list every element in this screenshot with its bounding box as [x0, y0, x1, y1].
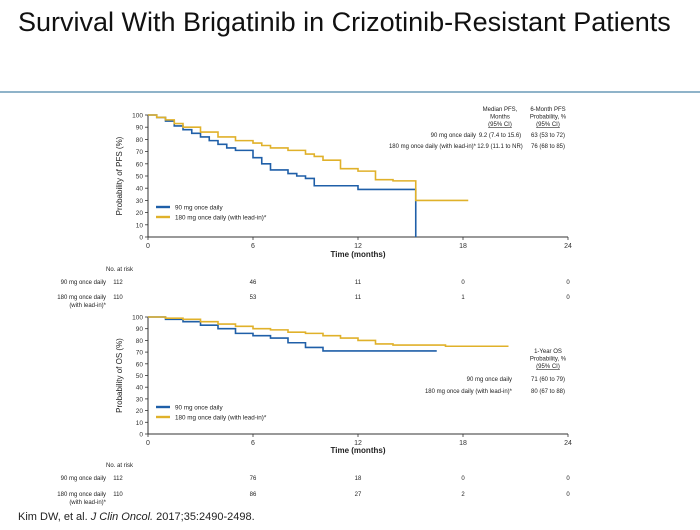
os-risk-value: 18	[355, 476, 362, 482]
pfs-risk-row-label: 180 mg once daily	[57, 295, 106, 301]
os-stats-row-label: 180 mg once daily (with lead-in)*	[425, 389, 513, 395]
pfs-stats-prob: 63 (53 to 72)	[531, 133, 565, 139]
pfs-stats-header: Probability, %	[530, 115, 567, 121]
pfs-risk-value: 1	[461, 295, 465, 301]
pfs-risk-value: 110	[113, 295, 123, 301]
pfs-y-tick-label: 50	[136, 174, 144, 181]
pfs-stats-row-label: 180 mg once daily (with lead-in)*	[389, 144, 477, 150]
pfs-stats-header: 6-Month PFS	[530, 107, 565, 113]
pfs-risk-value: 46	[250, 280, 257, 286]
os-risk-value: 2	[461, 492, 465, 498]
os-series-180mg-line	[148, 316, 509, 348]
pfs-y-tick-label: 100	[132, 113, 143, 120]
os-y-tick-label: 70	[136, 350, 144, 357]
os-risk-row-label: (with lead-in)*	[69, 500, 106, 506]
pfs-risk-value: 53	[250, 295, 257, 301]
os-risk-row-label: 180 mg once daily	[57, 492, 106, 498]
os-y-tick-label: 90	[136, 326, 144, 333]
pfs-x-tick-label: 0	[146, 243, 150, 250]
pfs-risk-title: No. at risk	[106, 267, 134, 273]
os-stats-row-label: 90 mg once daily	[467, 377, 512, 383]
os-stats-header: (95% CI)	[536, 364, 560, 370]
os-y-tick-label: 50	[136, 373, 144, 380]
os-y-axis-label: Probability of OS (%)	[115, 338, 124, 413]
pfs-stats-median: 12.9 (11.1 to NR)	[477, 144, 523, 150]
os-x-tick-label: 0	[146, 440, 150, 447]
pfs-x-axis-label: Time (months)	[331, 250, 386, 259]
slide-title: Survival With Brigatinib in Crizotinib-R…	[18, 7, 671, 37]
pfs-risk-value: 0	[566, 280, 570, 286]
pfs-x-tick-label: 18	[459, 243, 467, 250]
pfs-risk-row-label: (with lead-in)*	[69, 303, 106, 309]
os-y-tick-label: 10	[136, 420, 144, 427]
pfs-x-tick-label: 6	[251, 243, 255, 250]
pfs-risk-row-label: 90 mg once daily	[61, 280, 106, 286]
pfs-y-tick-label: 90	[136, 125, 144, 132]
os-risk-value: 0	[566, 492, 570, 498]
pfs-stats-median: 9.2 (7.4 to 15.6)	[479, 133, 521, 139]
os-x-tick-label: 24	[564, 440, 572, 447]
os-x-tick-label: 18	[459, 440, 467, 447]
pfs-y-tick-label: 10	[136, 222, 144, 229]
pfs-y-tick-label: 40	[136, 186, 144, 193]
pfs-y-tick-label: 60	[136, 161, 144, 168]
pfs-y-tick-label: 70	[136, 149, 144, 156]
os-risk-value: 110	[113, 492, 123, 498]
os-risk-value: 112	[113, 476, 123, 482]
os-legend-label-180mg: 180 mg once daily (with lead-in)*	[175, 414, 267, 421]
citation: Kim DW, et al. J Clin Oncol. 2017;35:249…	[18, 511, 255, 523]
pfs-stats-header: Months	[490, 115, 510, 121]
pfs-stats-header: Median PFS,	[483, 107, 518, 113]
citation-journal: J Clin Oncol.	[90, 511, 154, 523]
pfs-y-tick-label: 80	[136, 137, 144, 144]
os-risk-value: 76	[250, 476, 257, 482]
pfs-legend-label-180mg: 180 mg once daily (with lead-in)*	[175, 214, 267, 221]
os-y-tick-label: 0	[139, 432, 143, 439]
pfs-stats-header: (95% CI)	[536, 122, 560, 128]
citation-ref: 2017;35:2490-2498.	[156, 511, 255, 523]
os-stats-header: 1-Year OS	[534, 349, 562, 355]
pfs-y-tick-label: 20	[136, 210, 144, 217]
os-series-90mg-line	[148, 316, 437, 352]
os-y-tick-label: 80	[136, 338, 144, 345]
pfs-risk-value: 11	[355, 280, 362, 286]
pfs-series-180mg-line	[148, 114, 469, 202]
pfs-x-tick-label: 12	[354, 243, 362, 250]
pfs-risk-value: 112	[113, 280, 123, 286]
os-stats-header: Probability, %	[530, 357, 567, 363]
pfs-risk-value: 0	[461, 280, 465, 286]
os-x-tick-label: 6	[251, 440, 255, 447]
os-risk-value: 86	[250, 492, 257, 498]
os-stats-prob: 80 (67 to 88)	[531, 389, 565, 395]
pfs-x-tick-label: 24	[564, 243, 572, 250]
pfs-stats-prob: 76 (68 to 85)	[531, 144, 565, 150]
pfs-y-tick-label: 0	[139, 235, 143, 242]
os-y-tick-label: 30	[136, 396, 144, 403]
os-y-tick-label: 60	[136, 361, 144, 368]
os-risk-title: No. at risk	[106, 463, 134, 469]
pfs-risk-value: 11	[355, 295, 362, 301]
pfs-legend-label-90mg: 90 mg once daily	[175, 204, 223, 211]
os-risk-row-label: 90 mg once daily	[61, 476, 106, 482]
os-x-axis-label: Time (months)	[331, 446, 386, 455]
pfs-risk-value: 0	[566, 295, 570, 301]
os-legend-label-90mg: 90 mg once daily	[175, 404, 223, 411]
os-x-tick-label: 12	[354, 440, 362, 447]
title-divider	[0, 91, 700, 93]
pfs-y-axis-label: Probability of PFS (%)	[115, 136, 124, 215]
os-y-tick-label: 40	[136, 385, 144, 392]
os-stats-prob: 71 (60 to 79)	[531, 377, 565, 383]
citation-authors: Kim DW, et al.	[18, 511, 88, 523]
pfs-stats-header: (95% CI)	[488, 122, 512, 128]
os-y-tick-label: 100	[132, 315, 143, 322]
os-risk-value: 0	[461, 476, 465, 482]
os-risk-value: 0	[566, 476, 570, 482]
os-y-tick-label: 20	[136, 408, 144, 415]
os-risk-value: 27	[355, 492, 362, 498]
pfs-y-tick-label: 30	[136, 198, 144, 205]
pfs-stats-row-label: 90 mg once daily	[431, 133, 476, 139]
